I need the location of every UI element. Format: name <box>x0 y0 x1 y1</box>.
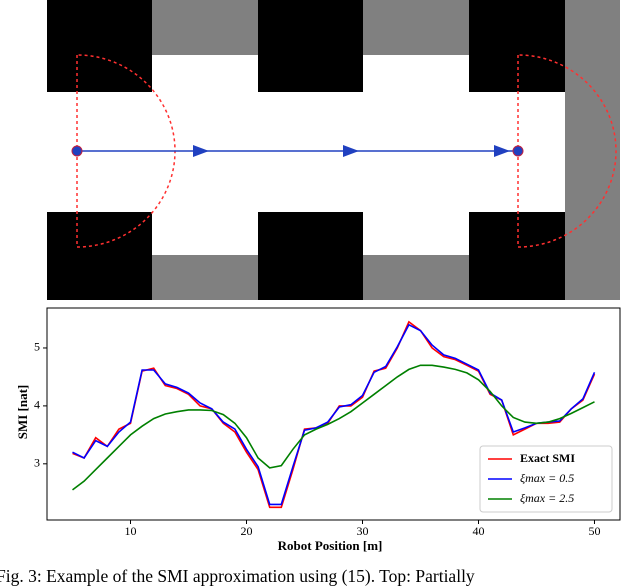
y-tick-label: 5 <box>34 340 40 354</box>
x-tick-label: 10 <box>125 524 137 538</box>
unknown-cell <box>152 255 258 300</box>
legend-label: ξmax = 2.5 <box>520 491 574 505</box>
y-axis-label: SMI [nat] <box>15 385 30 440</box>
x-tick-label: 40 <box>472 524 484 538</box>
x-tick-label: 30 <box>356 524 368 538</box>
legend-box <box>479 445 613 513</box>
series-line <box>72 364 595 491</box>
obstacle <box>258 212 363 300</box>
robot-position <box>512 145 524 157</box>
obstacle <box>469 0 565 92</box>
caption: Fig. 3: Example of the SMI approximation… <box>0 566 475 586</box>
unknown-cell <box>363 0 469 55</box>
x-axis-label: Robot Position [m] <box>278 538 383 553</box>
unknown-cell <box>363 255 469 300</box>
axes-frame <box>46 307 621 521</box>
obstacle <box>469 212 565 300</box>
occupancy-map <box>47 0 620 300</box>
obstacle <box>47 212 152 300</box>
legend-label: ξmax = 0.5 <box>520 471 574 485</box>
legend-label: Exact SMI <box>520 451 575 465</box>
series-line <box>72 323 596 506</box>
unknown-cell <box>565 0 620 300</box>
obstacle <box>258 0 363 92</box>
y-tick-label: 3 <box>34 456 40 470</box>
y-tick-label: 4 <box>34 398 40 412</box>
x-tick-label: 50 <box>588 524 600 538</box>
robot-position <box>71 145 83 157</box>
path-arrow <box>193 145 209 157</box>
obstacle <box>47 0 152 92</box>
x-tick-label: 20 <box>241 524 253 538</box>
path-arrow <box>494 145 510 157</box>
path-arrow <box>343 145 359 157</box>
unknown-cell <box>152 0 258 55</box>
